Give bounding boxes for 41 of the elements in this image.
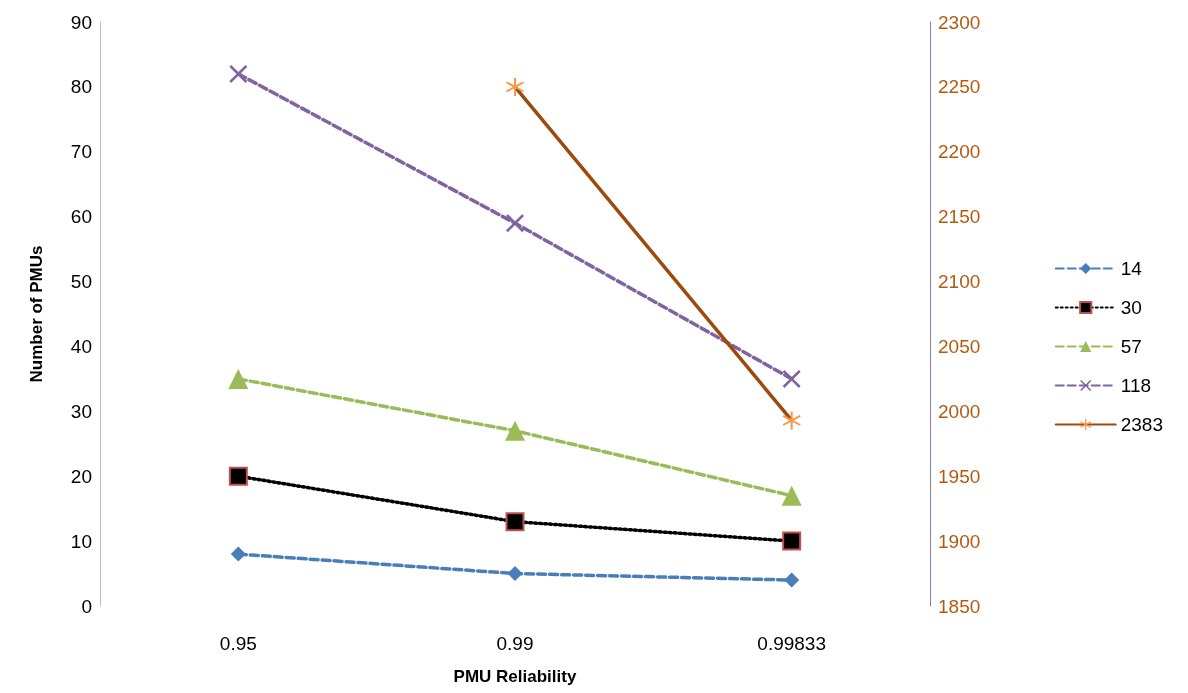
legend-label: 2383: [1120, 414, 1164, 435]
y-axis-title: Number of PMUs: [27, 245, 46, 383]
y2-tick-label: 2050: [938, 335, 981, 357]
point: [505, 512, 525, 532]
y-tick-label: 40: [70, 335, 92, 357]
y2-tick-label: 1850: [938, 595, 981, 617]
x-tick-label: 0.99: [496, 633, 534, 654]
legend-label: 118: [1120, 375, 1152, 396]
x-tick-label: 0.99833: [757, 633, 827, 654]
y2-tick-label: 2000: [938, 400, 981, 422]
y-tick-label: 90: [70, 11, 92, 33]
y-tick-label: 0: [81, 595, 92, 617]
y2-tick-label: 1950: [938, 465, 981, 487]
y-tick-label: 50: [70, 271, 92, 293]
y2-tick-label: 2100: [938, 271, 981, 293]
y2-tick-label: 2200: [938, 141, 981, 163]
y2-tick-label: 2250: [938, 76, 981, 98]
x-tick-label: 0.95: [219, 633, 257, 654]
y-tick-label: 10: [70, 530, 92, 552]
y-tick-label: 30: [70, 400, 92, 422]
y-tick-label: 20: [70, 465, 92, 487]
y2-tick-label: 1900: [938, 530, 981, 552]
y-tick-label: 60: [70, 206, 92, 228]
y-tick-label: 80: [70, 76, 92, 98]
y2-tick-label: 2150: [938, 206, 981, 228]
point: [229, 64, 248, 83]
point: [228, 368, 249, 389]
legend-label: 30: [1120, 297, 1142, 318]
point: [230, 546, 246, 562]
point: [781, 485, 802, 506]
legend-label: 14: [1120, 258, 1143, 279]
point: [507, 566, 523, 582]
legend-label: 57: [1120, 336, 1142, 357]
point: [784, 572, 800, 588]
point: [505, 420, 525, 441]
x-axis-title: PMU Reliability: [453, 667, 577, 686]
point: [228, 466, 248, 486]
point: [782, 531, 802, 551]
y-tick-label: 70: [70, 141, 92, 163]
point: [782, 369, 801, 388]
y2-tick-label: 2300: [938, 11, 981, 33]
